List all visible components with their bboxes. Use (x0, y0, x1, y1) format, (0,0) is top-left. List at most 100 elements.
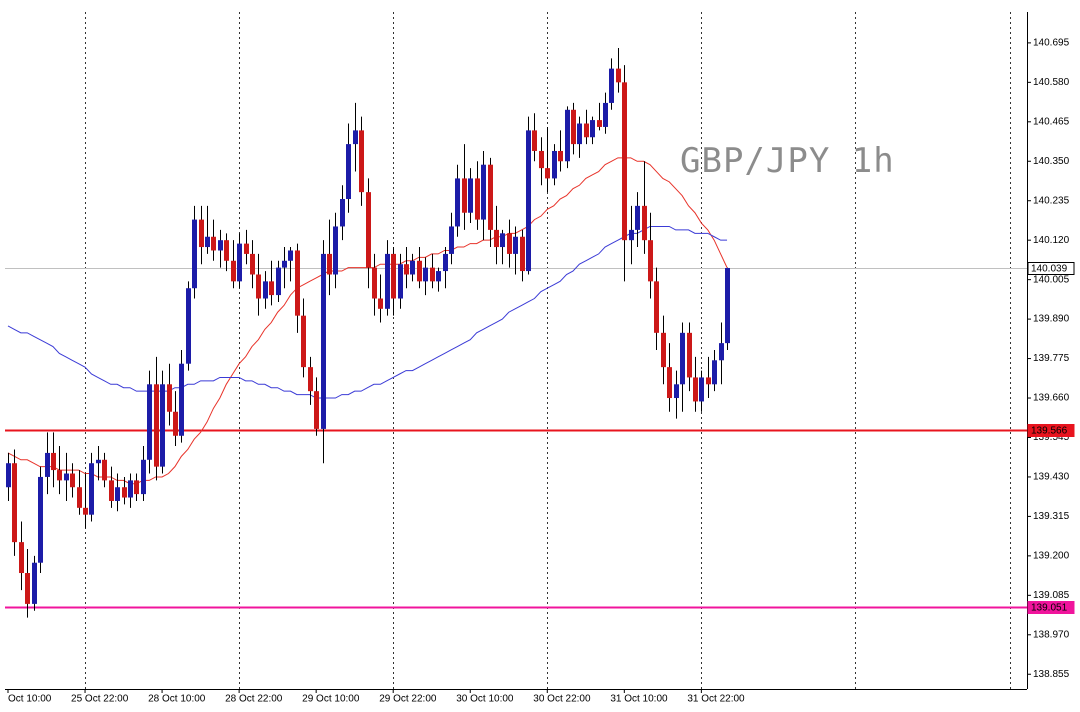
y-tick-label: 140.580 (1033, 77, 1070, 88)
candle-body (494, 229, 499, 248)
x-tick-label: Oct 10:00 (8, 694, 52, 705)
candle-body (372, 267, 377, 299)
x-tick-label: 29 Oct 10:00 (302, 694, 360, 705)
x-tick-label: 31 Oct 22:00 (687, 694, 745, 705)
price-label-box (1027, 601, 1075, 614)
candle-body (263, 281, 268, 299)
candle-body (398, 264, 403, 299)
x-tick-label: 28 Oct 10:00 (148, 694, 206, 705)
x-tick-label: 30 Oct 10:00 (456, 694, 514, 705)
candle-body (70, 473, 75, 488)
candle-body (192, 219, 197, 289)
x-tick-label: 30 Oct 22:00 (533, 694, 591, 705)
price-label: 140.039 (1031, 264, 1068, 275)
candle-body (539, 150, 544, 169)
candle-body (552, 150, 557, 179)
candle-body (205, 236, 210, 248)
y-tick-label: 140.465 (1033, 116, 1070, 127)
candle-body (725, 267, 730, 344)
candle-body (423, 267, 428, 282)
candle-body (256, 274, 261, 299)
candle-body (288, 250, 293, 261)
candle-body (244, 243, 249, 254)
candle-body (622, 82, 627, 241)
candle-body (468, 178, 473, 213)
y-tick-label: 140.350 (1033, 156, 1070, 167)
candle-body (19, 542, 24, 574)
candle-body (250, 253, 255, 275)
candle-body (366, 192, 371, 268)
candle-body (96, 459, 101, 464)
candle-body (301, 315, 306, 368)
x-tick-label: 31 Oct 10:00 (610, 694, 668, 705)
candle-body (269, 281, 274, 296)
candle-body (616, 68, 621, 83)
y-tick-label: 139.660 (1033, 393, 1070, 404)
candle-body (199, 219, 204, 248)
candle-body (635, 205, 640, 230)
y-tick-label: 139.775 (1033, 353, 1070, 364)
candle-body (327, 253, 332, 275)
candle-body (436, 271, 441, 282)
candle-body (455, 178, 460, 227)
x-tick-label: 28 Oct 22:00 (225, 694, 283, 705)
y-tick-label: 139.890 (1033, 314, 1070, 325)
candle-body (706, 377, 711, 385)
candle-body (629, 229, 634, 241)
candle-body (340, 199, 345, 227)
candle-body (430, 267, 435, 282)
candle-body (346, 144, 351, 200)
candle-body (520, 236, 525, 272)
price-label-box (1027, 262, 1075, 275)
candle-body (276, 267, 281, 296)
candle-body (64, 473, 69, 481)
y-tick-label: 139.085 (1033, 590, 1070, 601)
candle-body (500, 233, 505, 248)
candle-body (417, 260, 422, 282)
candle-body (282, 260, 287, 268)
candle-body (571, 109, 576, 145)
candle-body (488, 164, 493, 230)
candle-body (699, 377, 704, 402)
candle-body (385, 253, 390, 309)
candle-body (507, 233, 512, 254)
candle-body (404, 264, 409, 275)
candle-body (526, 130, 531, 272)
candle-body (154, 384, 159, 467)
candle-body (147, 384, 152, 460)
candle-body (545, 168, 550, 179)
y-tick-label: 139.200 (1033, 551, 1070, 562)
y-tick-label: 140.695 (1033, 38, 1070, 49)
candle-body (667, 367, 672, 399)
candle-body (558, 150, 563, 162)
candle-body (57, 470, 62, 481)
candle-body (597, 120, 602, 127)
candle-body (295, 250, 300, 316)
x-tick-label: 25 Oct 22:00 (71, 694, 129, 705)
y-tick-label: 140.005 (1033, 274, 1070, 285)
candle-body (475, 178, 480, 220)
candle-body (102, 459, 107, 481)
candle-body (77, 487, 82, 508)
candle-body (45, 452, 50, 477)
candle-body (359, 130, 364, 193)
candle-body (590, 120, 595, 138)
candle-body (462, 178, 467, 213)
x-tick-label: 29 Oct 22:00 (379, 694, 437, 705)
candle-body (89, 463, 94, 515)
candle-body (410, 260, 415, 275)
price-label-box (1027, 424, 1075, 437)
candle-body (321, 253, 326, 429)
candle-body (333, 226, 338, 275)
price-label: 139.051 (1031, 603, 1068, 614)
candle-body (308, 367, 313, 392)
candle-body (449, 226, 454, 254)
candle-body (680, 332, 685, 385)
candle-body (532, 130, 537, 151)
candle-body (642, 205, 647, 241)
candle-body (38, 476, 43, 563)
price-label: 139.566 (1031, 426, 1068, 437)
candle-body (654, 281, 659, 333)
candle-body (6, 463, 11, 488)
